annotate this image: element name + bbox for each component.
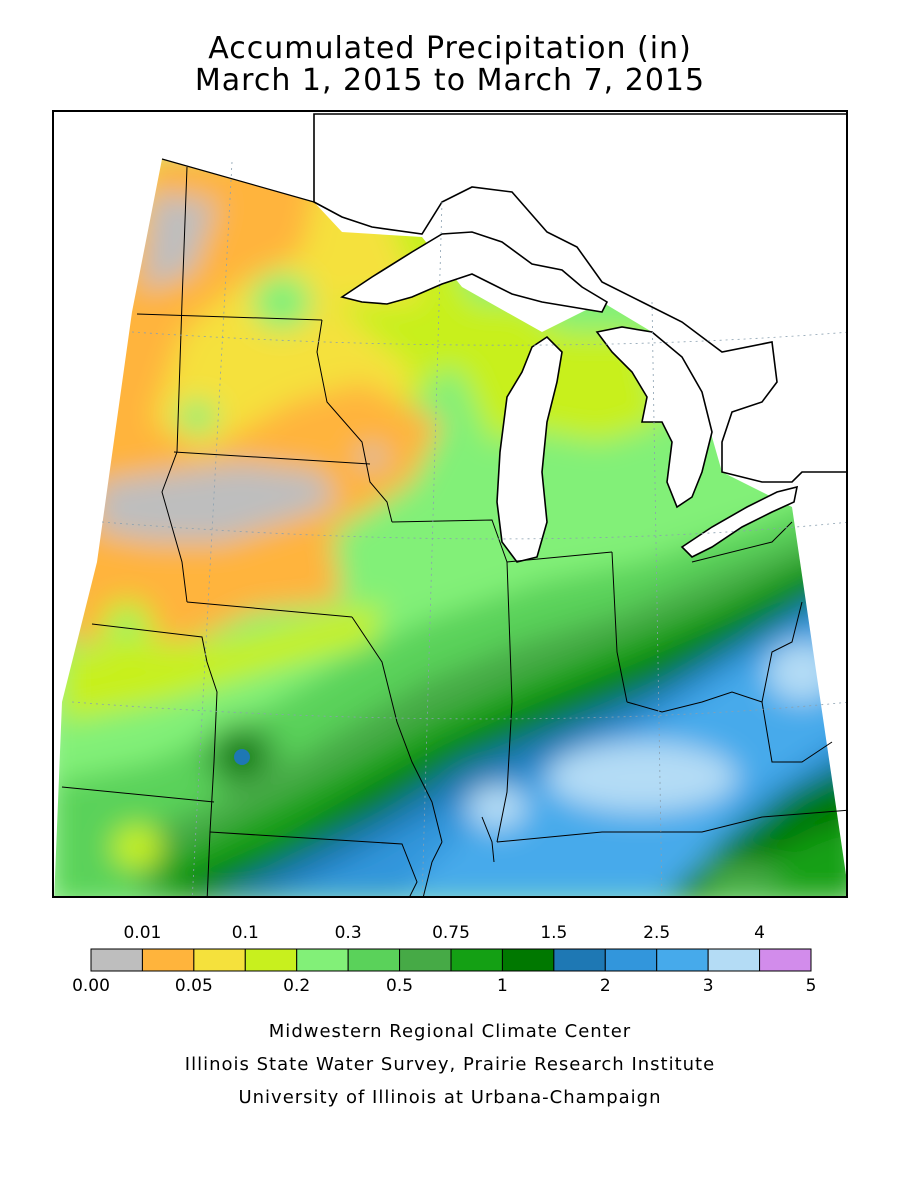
precipitation-map (52, 110, 848, 898)
legend-swatch (450, 948, 503, 972)
legend-color-bar (90, 948, 812, 972)
lake-superior (340, 231, 609, 313)
state-borders (61, 166, 846, 896)
legend-bottom-label: 0.2 (283, 976, 311, 996)
great-lakes (313, 113, 846, 563)
map-title-line1: Accumulated Precipitation (in) (208, 31, 692, 66)
legend-swatch (501, 948, 555, 972)
legend-swatch (656, 948, 709, 972)
legend-top-label: 0.01 (123, 923, 162, 943)
credit-line2: Illinois State Water Survey, Prairie Res… (184, 1054, 716, 1075)
legend-swatch (296, 948, 349, 972)
legend-top-label: 2.5 (643, 923, 671, 943)
lake-michigan (496, 335, 563, 563)
graticule (71, 161, 846, 896)
legend-bottom-label: 1 (497, 976, 508, 996)
legend-bottom-label: 5 (805, 976, 817, 996)
legend-top-label: 0.75 (432, 923, 470, 943)
legend-swatch (141, 948, 195, 972)
credit-line1: Midwestern Regional Climate Center (268, 1021, 632, 1042)
legend-swatch (90, 948, 143, 972)
legend-bottom-label: 2 (599, 976, 611, 996)
domain-edge (161, 158, 315, 203)
legend-bottom-label: 3 (702, 976, 714, 996)
legend-swatch (759, 948, 812, 972)
legend-swatch (193, 948, 246, 972)
legend-top-label: 0.3 (334, 923, 362, 943)
legend-swatch (707, 948, 761, 972)
legend-top-label: 4 (754, 923, 765, 943)
legend-bottom-label: 0.5 (386, 976, 414, 996)
legend-swatch (244, 948, 298, 972)
map-title-line2: March 1, 2015 to March 7, 2015 (194, 63, 706, 98)
legend-bottom-label: 0.05 (174, 976, 213, 996)
lake-huron (595, 326, 713, 509)
legend-swatch (553, 948, 606, 972)
credit-line3: University of Illinois at Urbana-Champai… (238, 1087, 662, 1108)
canada-land (313, 113, 846, 483)
legend-top-label: 0.1 (231, 923, 259, 943)
lake-erie (680, 485, 799, 558)
map-canvas (54, 113, 846, 896)
legend-top-label: 1.5 (540, 923, 568, 943)
legend-swatch (604, 948, 658, 972)
legend-bottom-label: 0.00 (72, 976, 110, 996)
legend-swatch (399, 948, 452, 972)
legend-swatch (347, 948, 401, 972)
